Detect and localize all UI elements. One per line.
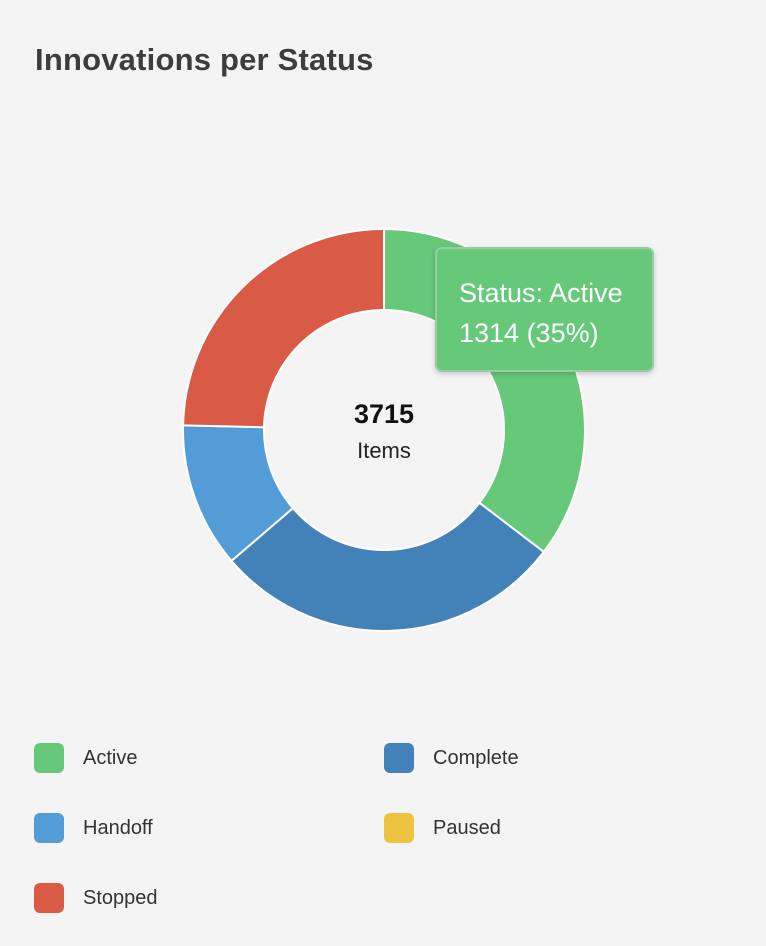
legend-swatch-handoff: [34, 813, 64, 843]
legend-item-handoff[interactable]: Handoff: [34, 813, 153, 843]
legend-swatch-stopped: [34, 883, 64, 913]
slice-complete[interactable]: [230, 501, 546, 632]
legend-label-complete: Complete: [433, 746, 519, 769]
slice-stopped[interactable]: [182, 227, 385, 429]
chart-tooltip: Status: Active 1314 (35%): [435, 247, 654, 372]
center-total: 3715: [354, 399, 414, 429]
legend-label-handoff: Handoff: [83, 816, 153, 839]
legend-label-paused: Paused: [433, 816, 501, 839]
legend-item-paused[interactable]: Paused: [384, 813, 501, 843]
legend-label-active: Active: [83, 746, 138, 769]
tooltip-status: Status: Active: [459, 278, 623, 308]
legend-swatch-active: [34, 743, 64, 773]
legend-swatch-paused: [384, 813, 414, 843]
center-total-label: Items: [357, 438, 411, 463]
legend-swatch-complete: [384, 743, 414, 773]
chart-title: Innovations per Status: [35, 42, 374, 77]
legend-item-complete[interactable]: Complete: [384, 743, 519, 773]
tooltip-value: 1314 (35%): [459, 318, 599, 348]
legend-item-stopped[interactable]: Stopped: [34, 883, 158, 913]
legend-label-stopped: Stopped: [83, 886, 158, 909]
legend-item-active[interactable]: Active: [34, 743, 137, 773]
